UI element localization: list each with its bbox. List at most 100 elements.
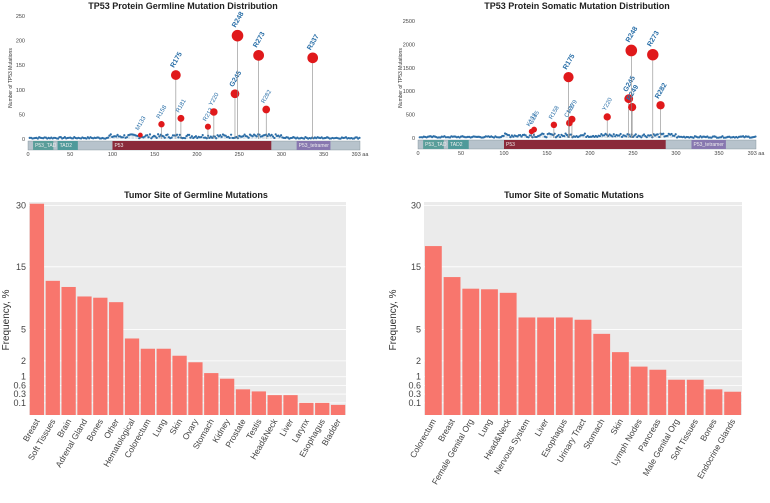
mutation-point xyxy=(629,135,632,138)
mutation-point xyxy=(213,135,216,138)
mutation-point xyxy=(611,135,614,138)
bar-stomach xyxy=(593,333,611,415)
hotspot-c176 xyxy=(566,119,573,127)
mutation-point xyxy=(188,133,191,136)
y-tick-label: 1 xyxy=(21,372,26,382)
bar-head-neck xyxy=(499,292,517,415)
mutation-point xyxy=(557,133,560,137)
hotspot-label: R282 xyxy=(654,82,668,100)
mutation-point xyxy=(155,136,158,139)
mutation-point xyxy=(670,132,673,136)
hotspot-label: Y220 xyxy=(208,91,221,107)
mutation-point xyxy=(200,135,203,139)
y-tick-label: 0 xyxy=(22,137,25,143)
hotspot-label: R273 xyxy=(252,31,266,49)
x-tick-label: 200 xyxy=(192,152,201,158)
mutation-point xyxy=(178,133,181,136)
mutation-point xyxy=(666,134,669,137)
x-tick-label: 250 xyxy=(628,151,637,157)
y-tick-label: 50 xyxy=(19,112,25,118)
bar-head-neck xyxy=(267,395,282,415)
mutation-point xyxy=(279,134,283,137)
mutation-point xyxy=(530,134,533,137)
y-tick-label: 30 xyxy=(16,200,26,210)
somatic-lollipop-title: TP53 Protein Somatic Mutation Distributi… xyxy=(484,1,670,11)
bar-liver xyxy=(283,395,298,415)
bar-male-genital-org xyxy=(668,379,685,415)
mutation-point xyxy=(147,136,150,139)
x-tick-label: 0 xyxy=(26,152,29,158)
y-tick-label: 0.6 xyxy=(408,380,421,390)
hotspot-k132 xyxy=(528,128,535,135)
hotspot-label: Y220 xyxy=(602,97,615,113)
plot-background xyxy=(29,202,346,415)
mutation-point xyxy=(634,133,637,136)
mutation-point xyxy=(175,133,179,136)
mutation-point xyxy=(154,135,157,138)
bar-adrenal-gland xyxy=(77,296,92,415)
mutation-point xyxy=(583,132,586,135)
hotspot-r282 xyxy=(656,101,665,110)
hotspot-r273 xyxy=(253,49,265,61)
domain-label: TAD2 xyxy=(60,143,73,149)
bar-kidney xyxy=(219,378,235,415)
mutation-point xyxy=(558,135,562,139)
domain-label: P53_tetramer xyxy=(693,142,724,148)
mutation-point xyxy=(754,135,757,138)
hotspot-r248 xyxy=(231,29,244,42)
somatic-lollipop-panel: TP53 Protein Somatic Mutation Distributi… xyxy=(398,1,765,157)
mutation-point xyxy=(563,135,566,138)
mutation-point xyxy=(247,136,250,139)
x-tick-label: 100 xyxy=(499,151,508,157)
mutation-point xyxy=(355,136,358,139)
y-tick-label: 200 xyxy=(16,39,25,45)
mutation-point xyxy=(150,137,153,140)
germline-bar-ylabel: Frequency, % xyxy=(1,289,12,350)
mutation-point xyxy=(85,137,88,140)
germline-bar-title: Tumor Site of Germline Mutations xyxy=(124,190,268,200)
bar-lymph-nodes xyxy=(630,366,648,415)
x-tick-label: 100 xyxy=(108,152,117,158)
category-label: Bones xyxy=(84,417,105,443)
hotspot-r282 xyxy=(262,105,271,114)
hotspot-g245 xyxy=(624,94,634,104)
bar-soft-tissues xyxy=(686,379,704,415)
mutation-point xyxy=(620,135,624,138)
mutation-point xyxy=(656,133,659,136)
hotspot-label: G245 xyxy=(229,70,244,88)
y-tick-label: 1500 xyxy=(403,66,415,72)
y-tick-label: 2500 xyxy=(403,19,415,25)
mutation-point xyxy=(236,137,239,140)
mutation-point xyxy=(243,133,246,136)
bar-breast xyxy=(443,277,461,415)
y-tick-label: 100 xyxy=(16,88,25,94)
mutation-point xyxy=(673,134,676,137)
hotspot-r249 xyxy=(628,103,637,112)
mutation-point xyxy=(642,133,646,136)
mutation-point xyxy=(692,136,695,139)
mutation-point xyxy=(519,133,522,137)
category-label: Colorectum xyxy=(408,417,438,460)
mutation-point xyxy=(71,137,75,140)
mutation-point xyxy=(508,134,511,137)
mutation-point xyxy=(229,133,233,136)
mutation-point xyxy=(146,134,149,137)
mutation-point xyxy=(156,133,160,136)
x-tick-label: 350 xyxy=(714,151,723,157)
mutation-point xyxy=(582,134,585,137)
x-tick-label: 300 xyxy=(277,152,286,158)
x-tick-label: 250 xyxy=(235,152,244,158)
bar-hematological xyxy=(124,338,140,415)
mutation-point xyxy=(302,137,306,140)
background-mutations xyxy=(418,132,757,139)
mutation-point xyxy=(123,134,126,137)
germline-lollipop-ylabel: Number of TP53 Mutations xyxy=(8,48,14,108)
hotspot-r181 xyxy=(177,114,185,122)
hotspot-label: R273 xyxy=(646,30,660,48)
mutation-point xyxy=(569,133,573,136)
germline-lollipop-title: TP53 Protein Germline Mutation Distribut… xyxy=(88,1,278,11)
bar-colorectum xyxy=(140,348,156,415)
y-tick-label: 0.3 xyxy=(408,389,421,399)
domain-p53_tetramer xyxy=(296,141,331,150)
